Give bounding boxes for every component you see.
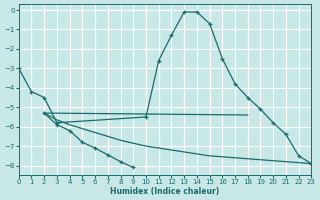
X-axis label: Humidex (Indice chaleur): Humidex (Indice chaleur) [110,187,220,196]
